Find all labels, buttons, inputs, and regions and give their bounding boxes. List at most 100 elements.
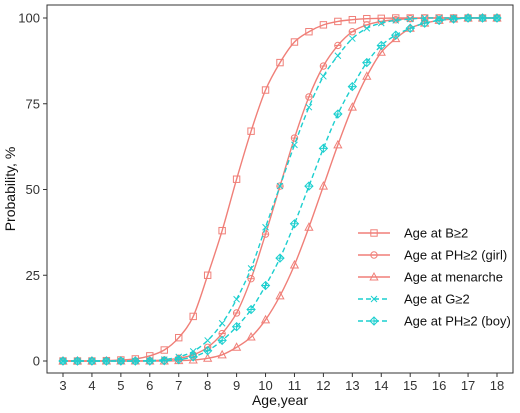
data-point xyxy=(175,333,183,342)
x-tick-label: 17 xyxy=(461,378,475,393)
data-point xyxy=(392,17,400,24)
data-point xyxy=(231,342,242,351)
x-tick-label: 11 xyxy=(288,378,302,393)
data-point xyxy=(246,331,256,341)
y-axis-ticks: 0 25 50 75 100 xyxy=(18,11,47,369)
data-point xyxy=(72,356,83,366)
data-point xyxy=(58,356,68,366)
data-point xyxy=(320,72,327,80)
data-point xyxy=(116,356,126,366)
x-tick-label: 9 xyxy=(233,378,240,393)
data-point xyxy=(334,41,342,50)
data-point xyxy=(305,93,313,101)
x-tick-label: 4 xyxy=(88,378,95,393)
data-point xyxy=(246,304,256,315)
legend-marker xyxy=(370,295,378,303)
x-axis-ticks: 3 4 5 6 7 8 9 10 11 12 13 14 15 16 17 18 xyxy=(59,373,504,393)
data-point xyxy=(477,13,488,23)
data-point xyxy=(434,15,444,26)
data-point xyxy=(204,337,212,344)
data-point xyxy=(188,352,198,362)
x-tick-label: 10 xyxy=(258,378,272,393)
data-point xyxy=(333,109,343,119)
data-point xyxy=(262,223,269,231)
data-point xyxy=(334,17,342,26)
data-point xyxy=(189,312,197,321)
y-tick-label: 75 xyxy=(26,96,40,111)
y-axis-title: Probability, % xyxy=(2,147,18,232)
data-point xyxy=(289,259,300,269)
data-point xyxy=(276,58,284,67)
data-point xyxy=(217,349,227,359)
y-tick-label: 50 xyxy=(26,182,40,197)
x-tick-label: 16 xyxy=(432,378,446,393)
data-point xyxy=(362,71,372,80)
data-point xyxy=(391,30,401,40)
data-point xyxy=(405,23,415,33)
data-point xyxy=(247,265,255,272)
data-point xyxy=(231,321,242,332)
data-point xyxy=(232,175,241,183)
legend-label: Age at B≥2 xyxy=(404,226,468,241)
data-point xyxy=(275,290,285,300)
x-tick-label: 5 xyxy=(117,378,124,393)
x-tick-label: 8 xyxy=(204,378,211,393)
data-point xyxy=(203,353,213,362)
data-point xyxy=(318,143,329,154)
data-point xyxy=(217,335,227,346)
data-point xyxy=(289,219,300,229)
data-point xyxy=(260,314,271,324)
data-point xyxy=(348,28,357,36)
data-point xyxy=(160,346,168,354)
data-point xyxy=(419,18,430,28)
data-point xyxy=(406,15,414,23)
data-point xyxy=(218,226,226,235)
legend-item: Age at PH≥2 (boy) xyxy=(358,314,511,329)
legend-marker xyxy=(370,251,378,259)
legend-marker xyxy=(369,316,379,326)
legend-label: Age at G≥2 xyxy=(404,292,470,307)
legend: Age at B≥2 Age at PH≥2 (girl) Age at menar… xyxy=(358,226,511,329)
data-point xyxy=(261,230,270,238)
data-point xyxy=(189,348,197,355)
legend-item: Age at PH≥2 (girl) xyxy=(358,248,507,263)
data-point xyxy=(391,33,401,43)
data-point xyxy=(304,222,314,231)
data-point xyxy=(260,280,271,291)
data-point xyxy=(233,295,240,303)
data-point xyxy=(247,127,255,135)
x-tick-label: 6 xyxy=(146,378,153,393)
data-point xyxy=(347,81,358,92)
data-point xyxy=(290,38,299,46)
x-tick-label: 13 xyxy=(345,378,359,393)
data-point xyxy=(319,21,328,29)
data-point xyxy=(174,354,184,365)
series-5 xyxy=(58,13,502,366)
data-point xyxy=(291,141,298,149)
data-point xyxy=(448,14,459,24)
x-tick-label: 14 xyxy=(374,378,388,393)
data-point xyxy=(377,19,385,27)
data-point xyxy=(159,355,169,366)
x-tick-label: 7 xyxy=(175,378,182,393)
x-tick-label: 3 xyxy=(59,378,66,393)
data-point xyxy=(492,13,502,23)
data-point xyxy=(376,40,386,51)
data-point xyxy=(247,274,255,283)
data-point xyxy=(347,102,357,111)
data-point xyxy=(305,28,313,36)
data-point xyxy=(145,356,155,366)
data-point xyxy=(363,24,371,32)
legend-marker xyxy=(370,229,378,237)
data-point xyxy=(376,47,386,56)
data-point xyxy=(276,182,284,190)
data-point xyxy=(362,57,372,68)
legend-label: Age at menarche xyxy=(404,270,503,285)
x-tick-label: 12 xyxy=(316,378,330,393)
data-point xyxy=(318,181,329,190)
data-point xyxy=(348,35,356,42)
data-point xyxy=(275,253,285,263)
data-point xyxy=(319,62,328,70)
